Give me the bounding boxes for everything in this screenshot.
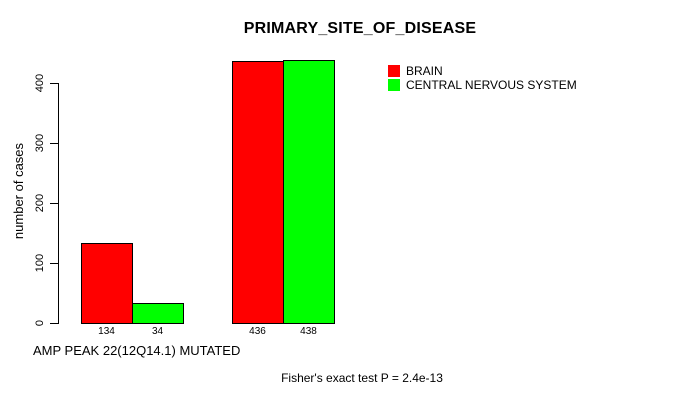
fisher-test-annotation: Fisher's exact test P = 2.4e-13 [281, 371, 443, 385]
bar-value-label: 438 [300, 326, 317, 337]
y-axis-tick [50, 263, 59, 264]
y-axis-tick [50, 143, 59, 144]
bar-value-label: 436 [249, 326, 266, 337]
legend-swatch [388, 79, 400, 91]
y-axis-tick-label: 100 [34, 253, 46, 273]
y-axis-tick [50, 83, 59, 84]
x-axis-label: AMP PEAK 22(12Q14.1) MUTATED [33, 343, 241, 358]
bar [81, 243, 133, 324]
legend: BRAIN CENTRAL NERVOUS SYSTEM [388, 64, 577, 92]
bar-value-label: 134 [98, 326, 115, 337]
bar-value-label: 34 [151, 326, 164, 337]
legend-label: BRAIN [406, 64, 443, 78]
legend-swatch [388, 65, 400, 77]
y-axis-tick-label: 300 [34, 133, 46, 153]
bar [283, 60, 335, 324]
y-axis-tick [50, 323, 59, 324]
legend-item: CENTRAL NERVOUS SYSTEM [388, 78, 577, 92]
y-axis-tick-label: 0 [34, 319, 46, 327]
legend-label: CENTRAL NERVOUS SYSTEM [406, 78, 577, 92]
bar [132, 303, 184, 324]
bar [232, 61, 284, 324]
y-axis-tick [50, 203, 59, 204]
chart-title: PRIMARY_SITE_OF_DISEASE [243, 20, 477, 37]
y-axis-tick-label: 200 [34, 193, 46, 213]
legend-item: BRAIN [388, 64, 577, 78]
y-axis-tick-label: 400 [34, 73, 46, 93]
